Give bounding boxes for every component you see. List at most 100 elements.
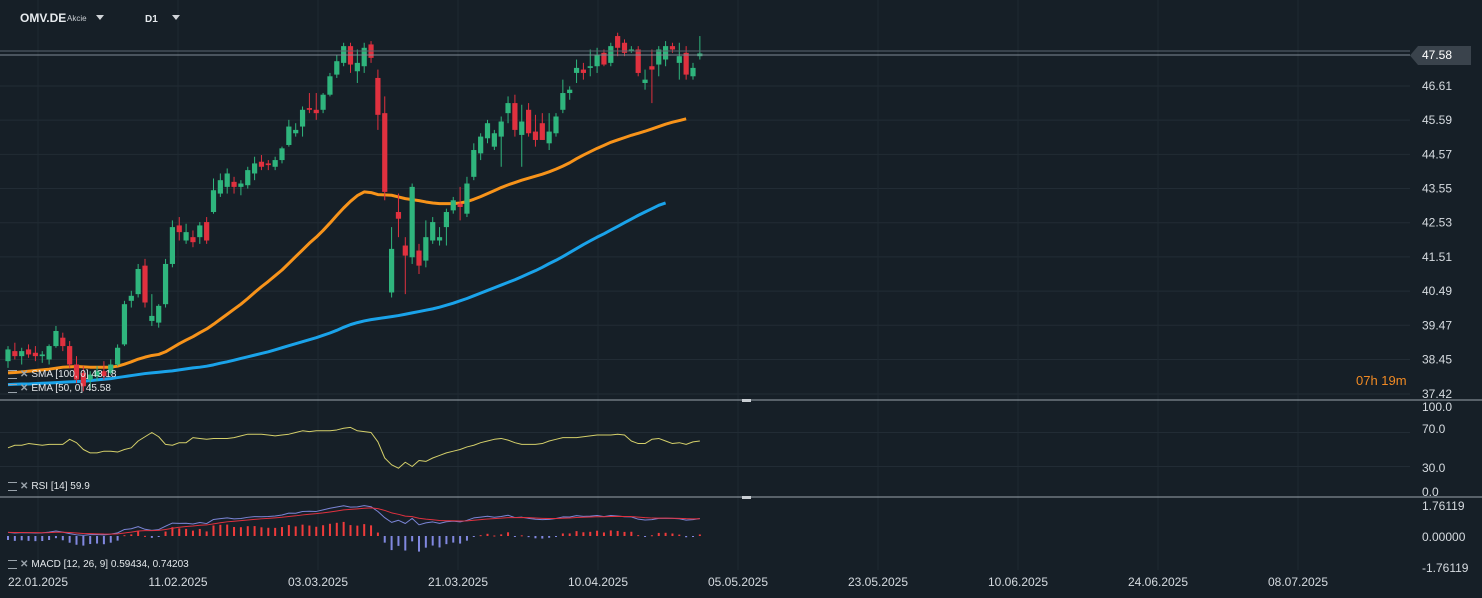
candle-body (313, 109, 319, 114)
macd-histogram-bar (191, 530, 194, 536)
macd-histogram-bar (438, 536, 441, 548)
macd-histogram-bar (609, 530, 612, 536)
price-tick-label: 38.45 (1422, 352, 1452, 366)
rsi-legend[interactable]: ✕ RSI [14] 59.9 (8, 481, 90, 492)
macd-histogram-bar (89, 536, 92, 545)
price-tick-label: 41.51 (1422, 250, 1452, 264)
remove-icon[interactable]: ✕ (20, 559, 29, 570)
candle-body (402, 245, 408, 256)
candle-body (649, 66, 655, 70)
macd-histogram-bar (150, 536, 153, 538)
candle-body (286, 126, 292, 145)
macd-tick-label: 1.76119 (1422, 499, 1465, 513)
macd-histogram-bar (500, 534, 503, 536)
macd-histogram-bar (520, 535, 523, 537)
price-tick-label: 39.47 (1422, 318, 1452, 332)
macd-histogram-bar (116, 536, 119, 541)
macd-histogram-bar (315, 526, 318, 536)
candle-body (258, 161, 265, 167)
macd-histogram-bar (418, 536, 420, 552)
price-tick-label: 43.55 (1422, 182, 1452, 196)
date-tick-label: 03.03.2025 (288, 575, 348, 589)
candle-body (60, 337, 66, 347)
macd-histogram-bar (493, 535, 496, 537)
symbol-name[interactable]: OMV.DE (20, 11, 67, 25)
candle-body (587, 66, 593, 68)
instrument-type: Akcie (67, 14, 87, 23)
candle-body (560, 93, 566, 110)
settings-lines-icon[interactable] (8, 560, 17, 569)
macd-legend[interactable]: ✕ MACD [12, 26, 9] 0.59434, 0.74203 (8, 559, 189, 570)
candle-body (430, 222, 436, 241)
candle-body (656, 49, 662, 65)
rsi-tick-label: 30.0 (1422, 461, 1446, 475)
symbol-dropdown-icon[interactable] (96, 15, 104, 20)
macd-histogram-bar (233, 526, 236, 536)
candle-body (628, 49, 634, 51)
macd-histogram-bar (96, 536, 99, 544)
remove-icon[interactable]: ✕ (20, 369, 29, 380)
macd-label: MACD [12, 26, 9] 0.59434, 0.74203 (31, 559, 189, 570)
macd-histogram-bar (465, 536, 468, 541)
axis-labels: 46.61 45.59 44.57 43.55 42.53 41.51 40.49 39.47… (8, 79, 1469, 589)
macd-histogram-bar (507, 532, 510, 536)
macd-histogram-bar (287, 525, 290, 536)
settings-lines-icon[interactable] (8, 384, 17, 393)
settings-lines-icon[interactable] (8, 482, 17, 491)
candle-body (532, 131, 539, 140)
chart-toolbar: OMV.DE Akcie D1 (0, 0, 600, 40)
macd-histogram-bar (404, 536, 407, 551)
candle-body (156, 305, 162, 323)
rsi-tick-label: 100.0 (1422, 400, 1452, 414)
timeframe-dropdown-icon[interactable] (172, 15, 180, 20)
macd-histogram-bar (376, 532, 379, 536)
candle-body (464, 183, 470, 214)
macd-histogram-bar (68, 536, 71, 543)
candle-body (615, 36, 621, 48)
remove-icon[interactable]: ✕ (20, 481, 29, 492)
macd-histogram-bar (698, 534, 701, 536)
macd-histogram-bar (596, 530, 599, 536)
candle-body (334, 61, 340, 75)
candle-body (135, 268, 141, 295)
candle-body (176, 225, 182, 233)
candle-body (306, 108, 312, 110)
rsi-pane-resize-handle[interactable] (742, 496, 751, 499)
candle-body (690, 67, 696, 77)
candle-body (423, 237, 429, 261)
macd-histogram-bar (130, 534, 133, 536)
sma100-path (7, 201, 667, 387)
candle-body (546, 131, 552, 144)
candle-body (210, 190, 217, 213)
macd-histogram-bar (205, 531, 208, 536)
macd-histogram-bar (541, 536, 544, 539)
candle-body (115, 347, 121, 365)
candle-body (642, 79, 648, 83)
candle-body (512, 103, 518, 130)
candle-body (299, 109, 306, 127)
ema-legend[interactable]: ✕ EMA [50, 0] 45.58 (8, 383, 111, 394)
remove-icon[interactable]: ✕ (20, 383, 29, 394)
candle-body (293, 129, 299, 134)
grid-lines (0, 85, 1410, 395)
timeframe-selector[interactable]: D1 (145, 14, 158, 25)
candle-body (443, 212, 449, 228)
candle-body (361, 47, 367, 67)
candle-body (94, 371, 100, 377)
candle-body (526, 109, 532, 134)
sma-legend[interactable]: ✕ SMA [100, 0] 43.18 (8, 369, 116, 380)
macd-histogram-bar (363, 524, 366, 536)
candle-body (80, 372, 86, 387)
macd-histogram-bar (34, 536, 37, 542)
candle-body (320, 94, 326, 110)
candle-body (621, 42, 628, 53)
macd-histogram-bar (157, 536, 160, 537)
candle-body (608, 46, 614, 63)
candle-body (663, 46, 669, 60)
settings-lines-icon[interactable] (8, 370, 17, 379)
candle-countdown: 07h 19m (1356, 373, 1407, 388)
macd-histogram-bar (123, 535, 126, 537)
candle-body (279, 148, 285, 161)
price-pane-resize-handle[interactable] (742, 399, 751, 402)
